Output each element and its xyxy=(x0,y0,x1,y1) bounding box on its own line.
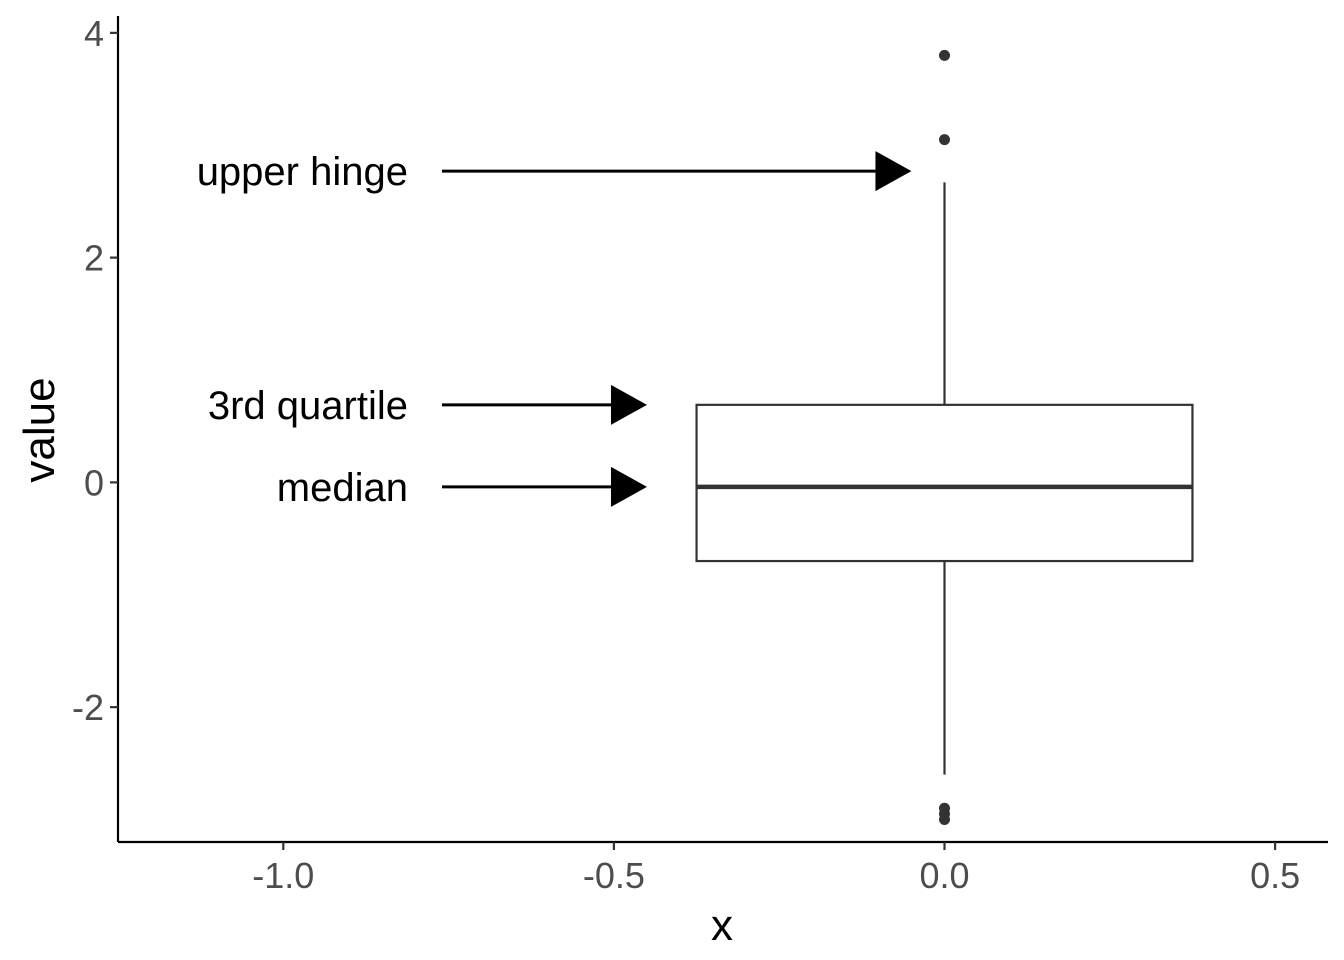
y-tick-label: 4 xyxy=(84,13,104,54)
outlier-point xyxy=(939,49,951,61)
annotation: upper hinge xyxy=(197,150,912,194)
boxplot xyxy=(695,49,1194,826)
x-tick-label: -1.0 xyxy=(252,855,314,896)
x-axis-title: x xyxy=(711,901,733,950)
annotation-arrowhead xyxy=(610,466,647,507)
plot-area: -2 0 2 4 -1.0 -0.5 0.0 0.5 upper hinge 3rd quar… xyxy=(72,13,1328,896)
annotation: median xyxy=(277,466,647,510)
y-tick-label: -2 xyxy=(72,687,104,728)
x-tick-label: 0.0 xyxy=(919,855,969,896)
box-iqr xyxy=(695,403,1194,563)
annotation-label: 3rd quartile xyxy=(208,384,408,428)
outlier-points xyxy=(939,49,951,826)
outlier-point xyxy=(939,134,951,146)
annotations: upper hinge 3rd quartile median xyxy=(197,150,912,510)
annotation-arrowhead xyxy=(610,384,647,425)
outlier-point xyxy=(939,814,951,826)
x-axis-ticks: -1.0 -0.5 0.0 0.5 xyxy=(252,842,1300,896)
annotation-label: upper hinge xyxy=(197,150,408,194)
annotation-label: median xyxy=(277,466,408,510)
annotation-arrowhead xyxy=(875,151,912,192)
x-tick-label: 0.5 xyxy=(1250,855,1300,896)
y-tick-label: 0 xyxy=(84,462,104,503)
annotation: 3rd quartile xyxy=(208,384,647,428)
y-tick-label: 2 xyxy=(84,238,104,279)
y-axis-title: value xyxy=(15,377,64,482)
y-axis-ticks: -2 0 2 4 xyxy=(72,13,118,728)
x-tick-label: -0.5 xyxy=(583,855,645,896)
